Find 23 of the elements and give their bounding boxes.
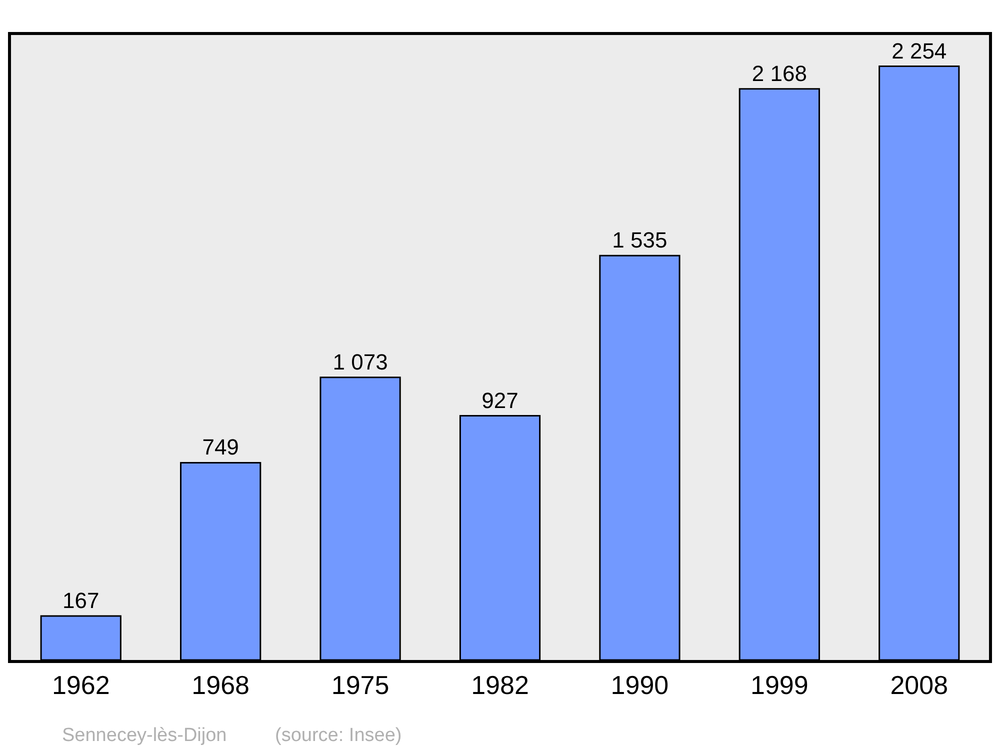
x-tick-label: 1968 [192,670,250,700]
x-tick-label: 1962 [52,670,110,700]
data-label: 1 073 [332,349,388,374]
text: Sennecey-lès-Dijon [62,725,227,746]
data-label: 167 [62,588,100,614]
x-tick-label: 1999 [750,670,808,700]
text: (source: Insee) [275,725,402,746]
bar [738,88,820,660]
data-label: 1 535 [612,228,668,253]
data-label: 2 168 [752,60,807,86]
x-tick-label: 2008 [890,670,948,700]
data-label: 749 [202,434,239,460]
bar [320,376,401,660]
data-label: 927 [482,388,518,413]
x-tick-label: 1982 [471,670,529,700]
x-tick-label: 1975 [331,670,390,700]
bar [878,66,960,660]
bar [40,615,122,660]
bar [180,462,262,660]
bar [459,415,541,660]
bar [599,254,680,660]
data-label: 2 254 [892,38,947,64]
x-tick-label: 1990 [610,670,669,700]
